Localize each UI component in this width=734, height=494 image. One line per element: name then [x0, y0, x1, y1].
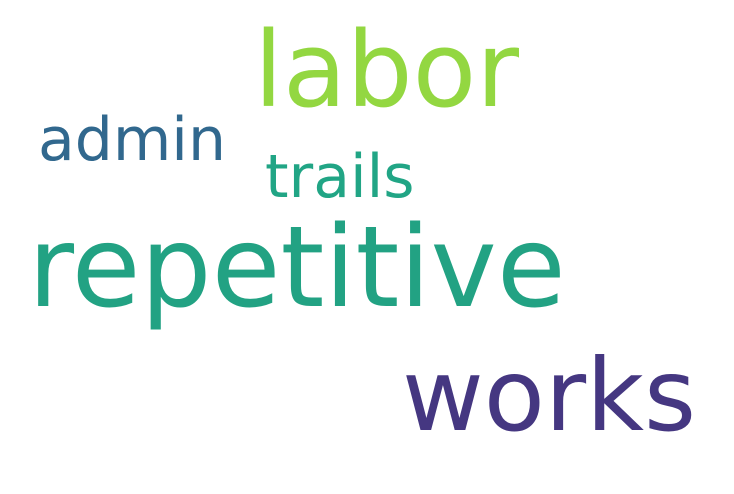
word-works: works: [402, 337, 697, 454]
word-trails: trails: [265, 142, 415, 212]
word-repetitive: repetitive: [28, 203, 566, 333]
word-labor: labor: [254, 9, 520, 131]
word-admin: admin: [38, 105, 226, 175]
